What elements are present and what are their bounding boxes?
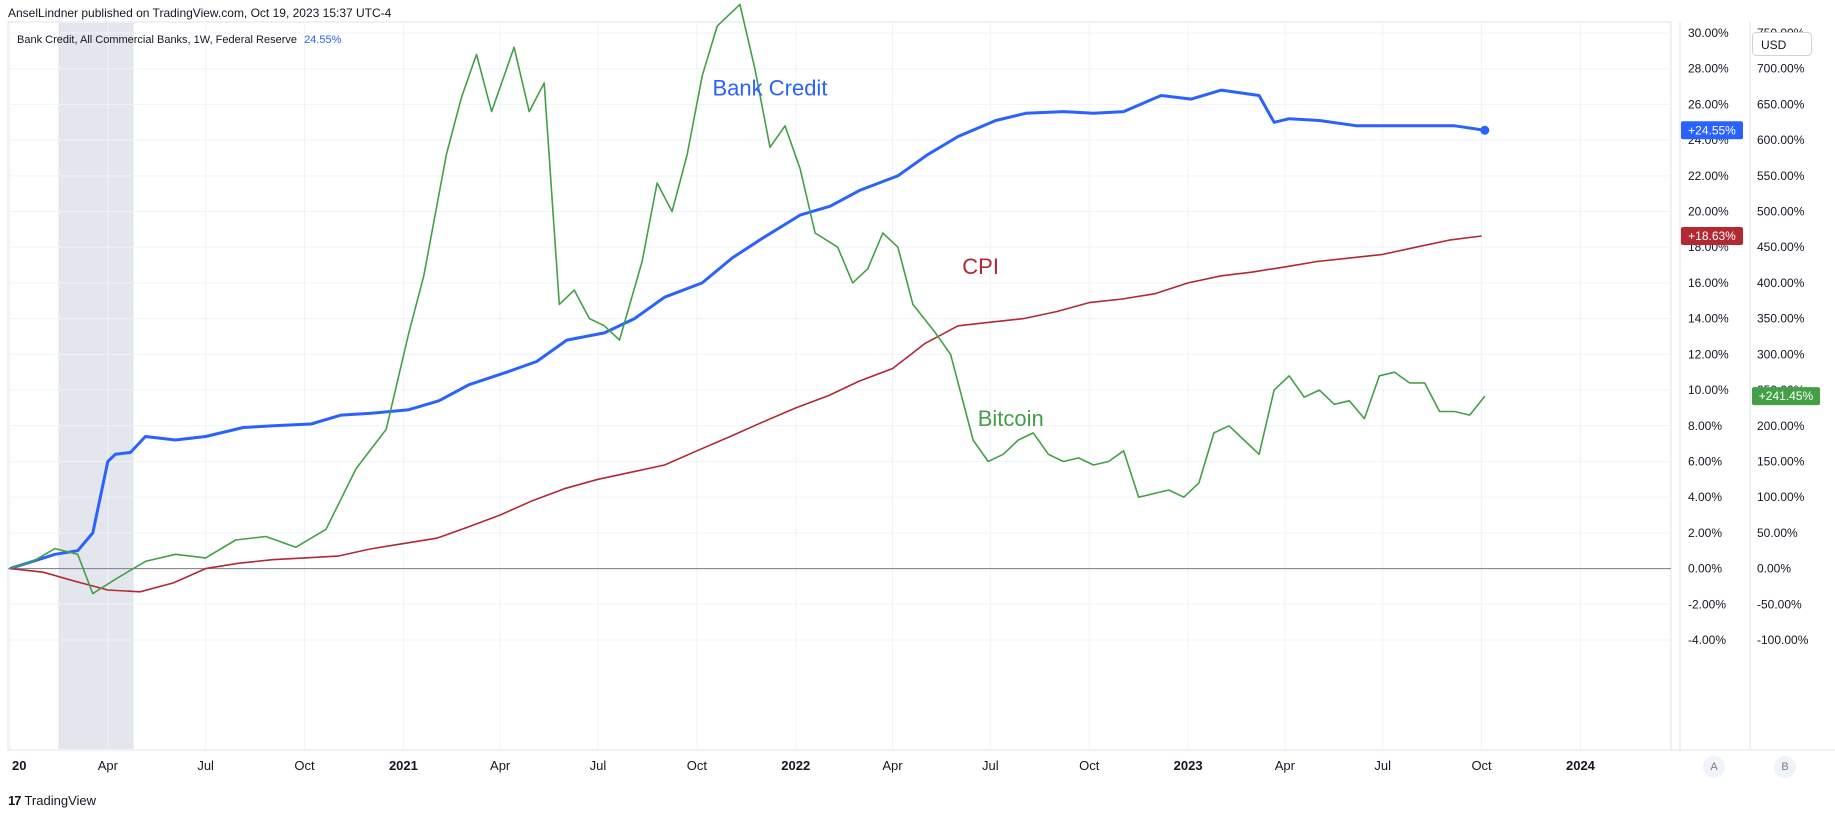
annotation-bank-credit: Bank Credit — [712, 75, 827, 100]
shaded-period — [58, 23, 134, 749]
right-axis-tick-label: 50.00% — [1757, 526, 1798, 540]
left-axis-tick-label: 28.00% — [1688, 62, 1729, 76]
series-badge-label-bank-credit: +24.55% — [1688, 123, 1736, 137]
right-axis[interactable]: 750.00%700.00%650.00%600.00%550.00%500.0… — [1757, 26, 1809, 647]
right-axis-tick-label: -50.00% — [1757, 597, 1802, 611]
right-axis-tick-label: 0.00% — [1757, 562, 1791, 576]
currency-selector[interactable]: USD — [1752, 32, 1812, 56]
annotation-bitcoin: Bitcoin — [978, 406, 1044, 431]
left-axis-tick-label: 4.00% — [1688, 490, 1722, 504]
time-axis-tick-label: Apr — [98, 758, 119, 773]
right-axis-tick-label: 600.00% — [1757, 133, 1805, 147]
auto-scale-button-a[interactable]: A — [1703, 756, 1725, 778]
left-axis-tick-label: 8.00% — [1688, 419, 1722, 433]
auto-scale-button-b[interactable]: B — [1774, 756, 1796, 778]
time-axis-tick-label: 2024 — [1566, 758, 1596, 773]
left-axis[interactable]: 30.00%28.00%26.00%24.00%22.00%20.00%18.0… — [1679, 22, 1751, 750]
series-badge-label-cpi: +18.63% — [1688, 229, 1736, 243]
chart[interactable]: Bank Credit CPI Bitcoin 30.00% 28.00% 26.00%… — [0, 0, 1835, 790]
right-axis-tick-label: 500.00% — [1757, 205, 1805, 219]
left-axis-tick-label: 30.00% — [1688, 26, 1729, 40]
published-info: AnselLindner published on TradingView.co… — [8, 6, 392, 20]
series-layer — [9, 3, 1490, 595]
left-axis-tick-label: 0.00% — [1688, 562, 1722, 576]
left-axis-tick-label: 6.00% — [1688, 454, 1722, 468]
grid — [8, 22, 1671, 750]
time-axis-tick-label: Jul — [982, 758, 999, 773]
series-badge-bitcoin — [1752, 387, 1820, 406]
left-axis-tick-label: 26.00% — [1688, 97, 1729, 111]
right-axis-tick-label: 550.00% — [1757, 169, 1805, 183]
left-axis-tick-label: 14.00% — [1688, 312, 1729, 326]
time-axis-tick-label: Jul — [590, 758, 607, 773]
series-legend[interactable]: Bank Credit, All Commercial Banks, 1W, F… — [17, 34, 341, 46]
right-axis-tick-label: 650.00% — [1757, 97, 1805, 111]
left-axis-tick-label: -4.00% — [1688, 633, 1726, 647]
time-axis-tick-label: Oct — [294, 758, 315, 773]
legend-value: 24.55% — [304, 34, 342, 46]
time-axis-tick-label: Oct — [1471, 758, 1492, 773]
series-badge-bank-credit — [1681, 121, 1743, 140]
price-badges: +24.55% +18.63% +241.45% — [1681, 121, 1820, 406]
right-axis-tick-label: 200.00% — [1757, 419, 1805, 433]
right-axis-tick-label: 150.00% — [1757, 454, 1805, 468]
right-axis-tick-label: 700.00% — [1757, 62, 1805, 76]
right-axis-tick-label: 350.00% — [1757, 312, 1805, 326]
time-axis-tick-label: 2021 — [389, 758, 418, 773]
series-badge-label-bitcoin: +241.45% — [1759, 389, 1814, 403]
time-axis-tick-label: Jul — [1374, 758, 1391, 773]
right-axis-tick-label: -100.00% — [1757, 633, 1809, 647]
left-axis-tick-label: 20.00% — [1688, 205, 1729, 219]
time-axis-tick-label: 2022 — [781, 758, 810, 773]
left-axis-tick-label: 16.00% — [1688, 276, 1729, 290]
series-line-bitcoin — [9, 3, 1486, 595]
time-axis-tick-label: 20 — [12, 758, 26, 773]
plot-background — [7, 21, 1672, 751]
time-axis-tick-label: Jul — [197, 758, 214, 773]
right-axis-tick-label: 300.00% — [1757, 347, 1805, 361]
right-axis-tick-label: 450.00% — [1757, 240, 1805, 254]
time-axis[interactable]: 20 Apr Jul Oct 2021 Apr Jul Oct 2022 Apr Jul Oct 202… — [8, 749, 1835, 773]
left-axis-tick-label: 22.00% — [1688, 169, 1729, 183]
series-badge-cpi — [1681, 226, 1743, 245]
left-axis-tick-label: 12.00% — [1688, 347, 1729, 361]
time-axis-tick-label: Apr — [882, 758, 903, 773]
annotations: Bank Credit CPI Bitcoin — [712, 75, 1043, 430]
right-axis-tick-label: 100.00% — [1757, 490, 1805, 504]
right-axis-tick-label: 400.00% — [1757, 276, 1805, 290]
time-axis-tick-label: 2023 — [1174, 758, 1203, 773]
time-axis-tick-label: Apr — [1275, 758, 1296, 773]
time-axis-tick-label: Oct — [1079, 758, 1100, 773]
footer-brand: TradingView — [24, 793, 97, 808]
left-axis-tick-label: -2.00% — [1688, 597, 1726, 611]
tradingview-logo-icon: 17 — [8, 793, 22, 808]
time-axis-tick-label: Apr — [490, 758, 511, 773]
series-line-bank-credit — [9, 88, 1486, 571]
legend-title: Bank Credit, All Commercial Banks, 1W, F… — [17, 34, 297, 46]
time-axis-tick-label: Oct — [687, 758, 708, 773]
bank-credit-last-point — [1480, 125, 1490, 135]
footer[interactable]: 17 TradingView — [8, 793, 96, 808]
annotation-cpi: CPI — [962, 254, 999, 279]
left-axis-tick-label: 2.00% — [1688, 526, 1722, 540]
left-axis-tick-label: 10.00% — [1688, 383, 1729, 397]
series-line-cpi — [9, 235, 1482, 593]
